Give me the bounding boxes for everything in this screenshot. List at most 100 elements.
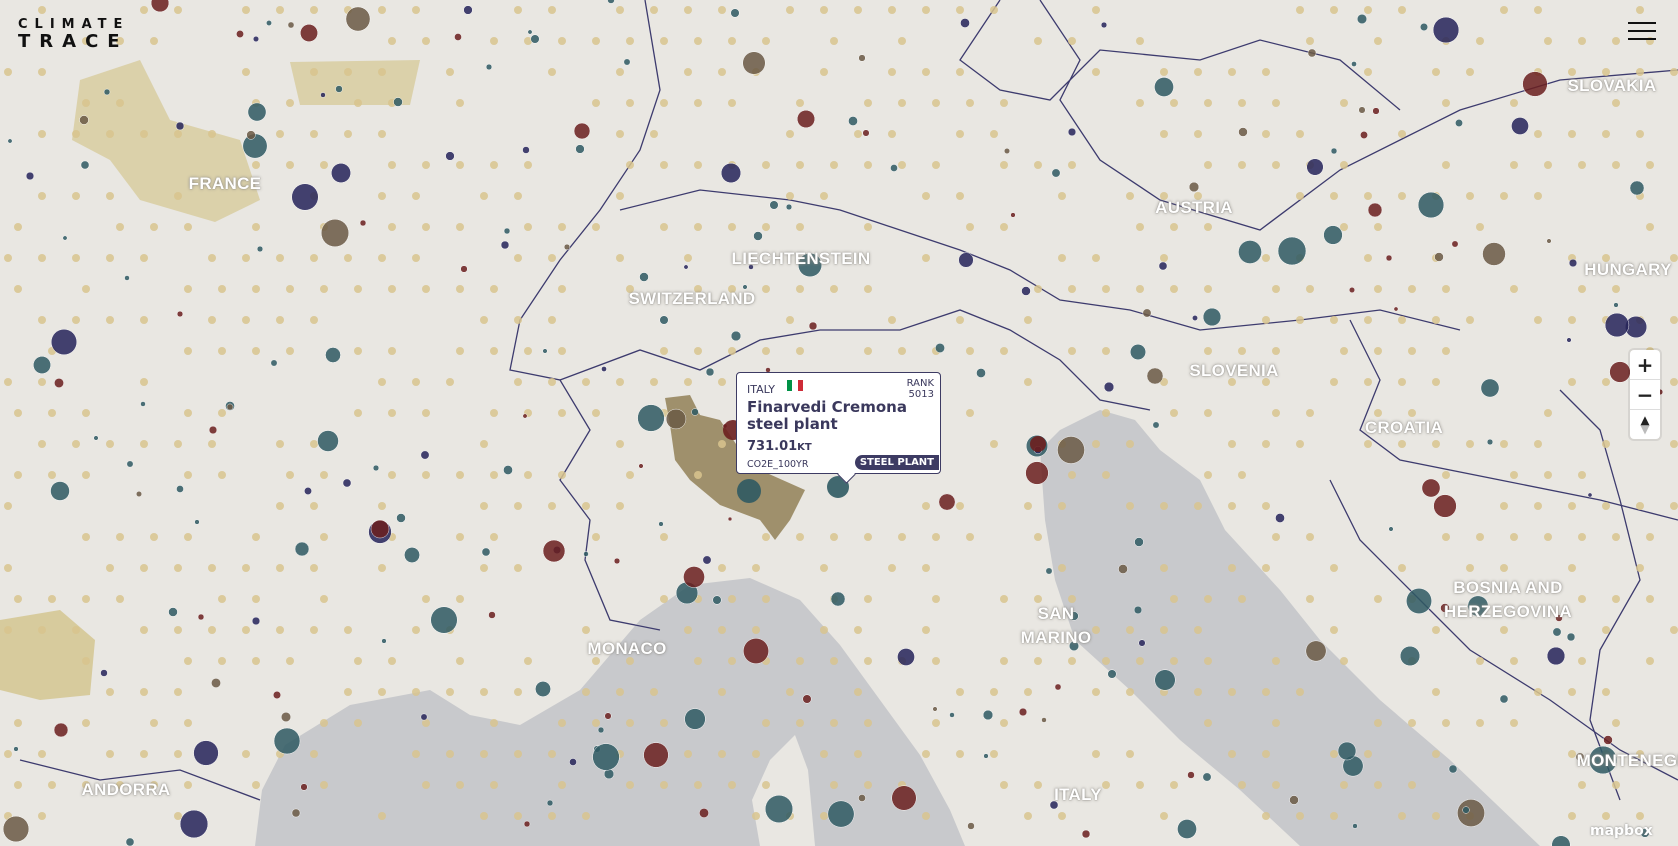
grid-emission-dot	[728, 223, 736, 231]
grid-emission-dot	[1262, 68, 1270, 76]
grid-emission-dot	[412, 626, 420, 634]
asset-emission-dot	[796, 109, 816, 129]
asset-emission-dot	[542, 348, 548, 354]
grid-emission-dot	[1568, 688, 1576, 696]
grid-emission-dot	[864, 719, 872, 727]
grid-emission-dot	[1228, 502, 1236, 510]
grid-emission-dot	[252, 533, 260, 541]
grid-emission-dot	[718, 440, 726, 448]
sector-badge: STEEL PLANT	[854, 455, 939, 470]
zoom-out-button[interactable]: −	[1630, 380, 1660, 410]
grid-emission-dot	[694, 781, 702, 789]
grid-emission-dot	[1646, 595, 1654, 603]
grid-emission-dot	[1578, 37, 1586, 45]
grid-emission-dot	[174, 750, 182, 758]
asset-emission-dot	[481, 547, 491, 557]
grid-emission-dot	[990, 750, 998, 758]
grid-emission-dot	[252, 347, 260, 355]
grid-emission-dot	[694, 37, 702, 45]
grid-emission-dot	[626, 781, 634, 789]
grid-emission-dot	[1092, 440, 1100, 448]
asset-emission-dot	[1238, 127, 1248, 137]
grid-emission-dot	[480, 440, 488, 448]
grid-emission-dot	[38, 192, 46, 200]
grid-emission-dot	[1204, 409, 1212, 417]
asset-emission-dot	[573, 122, 591, 140]
grid-emission-dot	[1272, 161, 1280, 169]
grid-emission-dot	[1500, 192, 1508, 200]
grid-emission-dot	[1646, 533, 1654, 541]
grid-emission-dot	[616, 6, 624, 14]
asset-emission-dot	[25, 171, 35, 181]
compass-button[interactable]: ▲ ▼	[1630, 410, 1660, 439]
asset-emission-dot	[1568, 258, 1578, 268]
asset-emission-dot	[1305, 640, 1327, 662]
asset-tooltip[interactable]: ITALY RANK 5013 Finarvedi Cremona steel p…	[736, 372, 941, 474]
asset-emission-dot	[445, 151, 455, 161]
asset-emission-dot	[80, 160, 90, 170]
hamburger-icon[interactable]	[1628, 22, 1656, 44]
asset-emission-dot	[1277, 236, 1307, 266]
asset-emission-dot	[1511, 117, 1529, 135]
asset-emission-dot	[1360, 131, 1368, 139]
rank-value: 5013	[908, 389, 934, 400]
asset-emission-dot	[1421, 478, 1441, 498]
grid-emission-dot	[932, 161, 940, 169]
grid-emission-dot	[1306, 533, 1314, 541]
grid-emission-dot	[830, 657, 838, 665]
grid-emission-dot	[1262, 254, 1270, 262]
grid-emission-dot	[956, 750, 964, 758]
grid-emission-dot	[1398, 440, 1406, 448]
grid-emission-dot	[1102, 781, 1110, 789]
grid-emission-dot	[140, 440, 148, 448]
grid-emission-dot	[184, 347, 192, 355]
grid-emission-dot	[310, 130, 318, 138]
climate-trace-logo[interactable]: CLIMATE TRACE	[18, 18, 129, 51]
grid-emission-dot	[1160, 68, 1168, 76]
grid-emission-dot	[1238, 99, 1246, 107]
grid-emission-dot	[184, 409, 192, 417]
grid-emission-dot	[378, 812, 386, 820]
grid-emission-dot	[1228, 378, 1236, 386]
tooltip-gas: CO2E_100YR	[747, 459, 809, 470]
grid-emission-dot	[684, 254, 692, 262]
grid-emission-dot	[888, 68, 896, 76]
grid-emission-dot	[1330, 750, 1338, 758]
grid-emission-dot	[1432, 316, 1440, 324]
grid-emission-dot	[1238, 781, 1246, 789]
asset-emission-dot	[54, 378, 64, 388]
asset-emission-dot	[1100, 21, 1108, 29]
grid-emission-dot	[762, 533, 770, 541]
grid-emission-dot	[1476, 223, 1484, 231]
grid-emission-dot	[548, 254, 556, 262]
asset-emission-dot	[1393, 306, 1399, 312]
asset-emission-dot	[862, 129, 870, 137]
grid-emission-dot	[1194, 68, 1202, 76]
grid-emission-dot	[490, 347, 498, 355]
grid-emission-dot	[106, 254, 114, 262]
grid-emission-dot	[1262, 130, 1270, 138]
grid-emission-dot	[446, 378, 454, 386]
grid-emission-dot	[616, 130, 624, 138]
mapbox-attribution[interactable]: mapbox	[1590, 823, 1653, 839]
grid-emission-dot	[82, 719, 90, 727]
asset-emission-dot	[270, 359, 278, 367]
asset-emission-dot	[1192, 315, 1198, 321]
tooltip-asset-name[interactable]: Finarvedi Cremona steel plant	[747, 398, 907, 433]
grid-emission-dot	[1330, 378, 1338, 386]
grid-emission-dot	[1442, 161, 1450, 169]
asset-emission-dot	[359, 219, 367, 227]
grid-emission-dot	[1126, 688, 1134, 696]
grid-emission-dot	[626, 161, 634, 169]
asset-emission-dot	[463, 5, 473, 15]
grid-emission-dot	[480, 812, 488, 820]
grid-emission-dot	[344, 254, 352, 262]
grid-emission-dot	[592, 409, 600, 417]
grid-emission-dot	[1398, 192, 1406, 200]
grid-emission-dot	[1024, 378, 1032, 386]
grid-emission-dot	[888, 6, 896, 14]
zoom-in-button[interactable]: +	[1630, 350, 1660, 380]
asset-emission-dot	[1482, 242, 1506, 266]
